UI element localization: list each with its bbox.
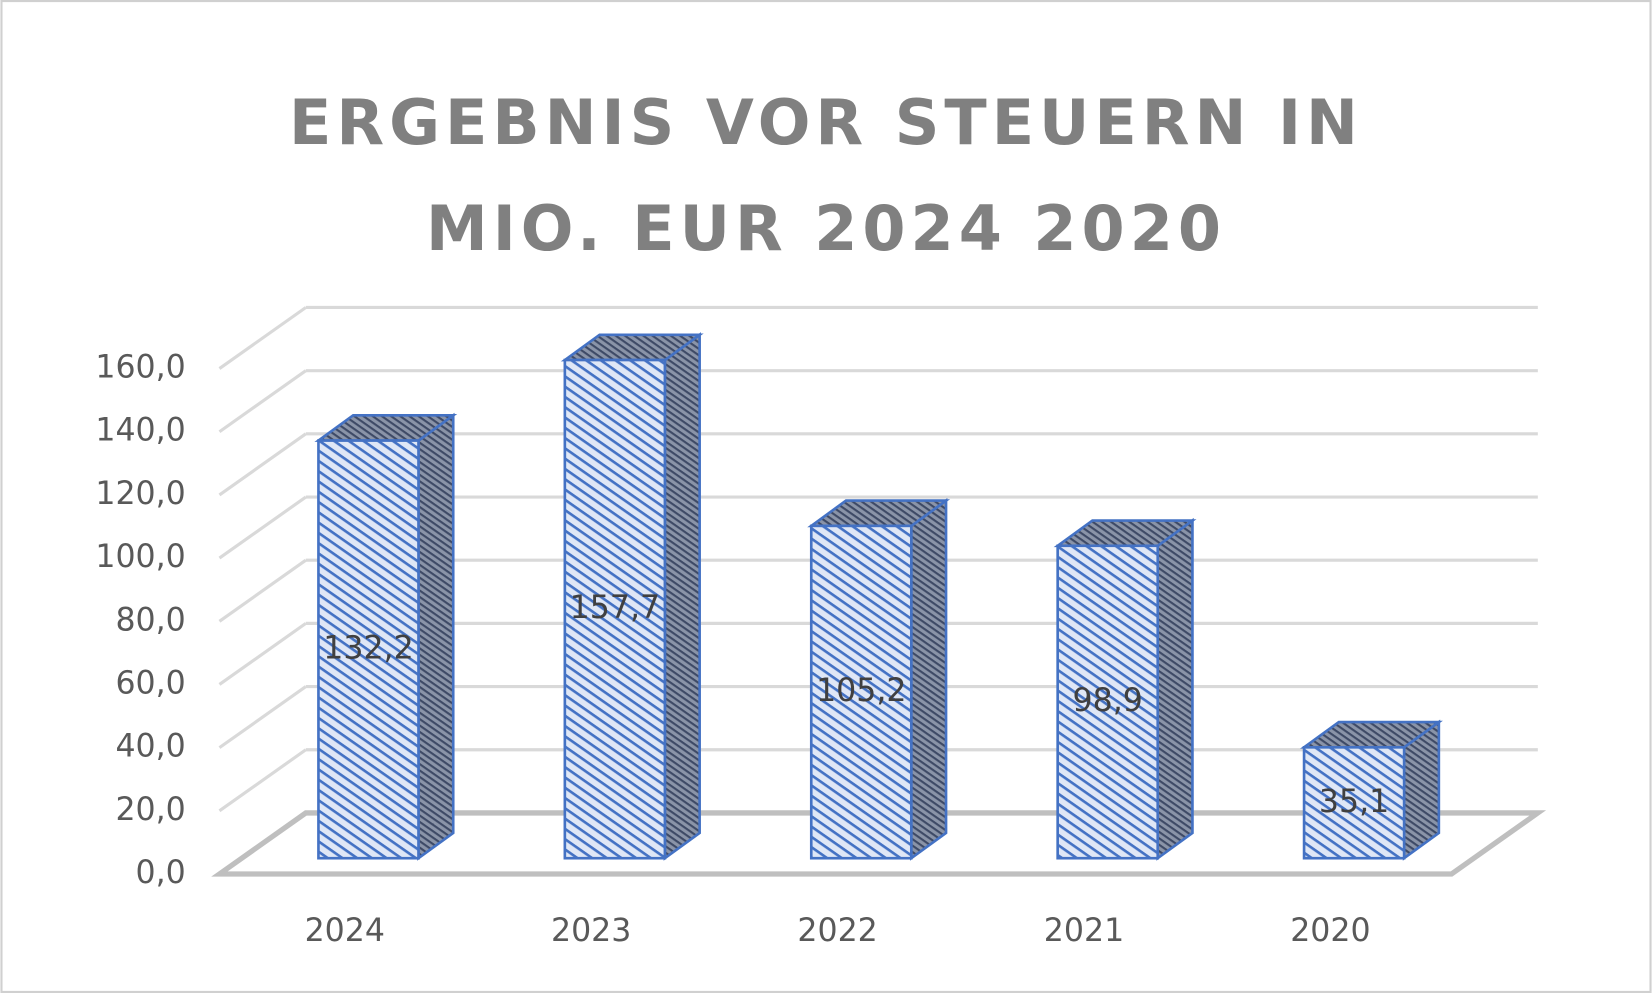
side-grid-line xyxy=(218,622,307,686)
data-label: 98,9 xyxy=(1073,683,1143,719)
bar xyxy=(317,439,420,860)
data-label: 132,2 xyxy=(323,630,413,666)
data-label: 105,2 xyxy=(816,673,906,709)
side-grid-line xyxy=(218,748,307,813)
chart-title: ERGEBNIS VOR STEUERN IN MIO. EUR 2024 20… xyxy=(289,86,1363,265)
side-grid-line xyxy=(218,685,307,749)
x-tick-label: 2022 xyxy=(797,913,877,949)
bar-side xyxy=(417,412,455,861)
x-tick-label: 2021 xyxy=(1044,913,1124,949)
y-tick-label: 40,0 xyxy=(115,729,185,765)
y-tick-label: 0,0 xyxy=(136,855,186,891)
bar xyxy=(563,358,667,860)
bar-side xyxy=(663,332,701,861)
x-tick-label: 2024 xyxy=(305,913,385,949)
bar xyxy=(1056,544,1160,860)
side-grid-line xyxy=(218,495,307,560)
x-tick-label: 2023 xyxy=(551,913,631,949)
bar-side xyxy=(1156,517,1194,861)
data-label: 35,1 xyxy=(1319,784,1389,820)
y-tick-label: 80,0 xyxy=(115,602,185,638)
floor xyxy=(211,810,1547,877)
data-label: 157,7 xyxy=(570,590,660,626)
bar xyxy=(1302,746,1406,860)
bar xyxy=(809,524,913,860)
y-tick-label: 100,0 xyxy=(95,539,185,575)
side-grid-line xyxy=(218,369,307,434)
side-grid-line xyxy=(218,432,307,497)
y-tick-label: 140,0 xyxy=(95,413,185,449)
y-tick-label: 160,0 xyxy=(95,350,185,386)
side-grid-line xyxy=(218,558,307,623)
y-tick-label: 120,0 xyxy=(95,476,185,512)
side-grid-line xyxy=(218,306,307,370)
x-tick-label: 2020 xyxy=(1290,913,1370,949)
y-tick-label: 60,0 xyxy=(115,665,185,701)
y-tick-label: 20,0 xyxy=(115,792,185,828)
bar-side xyxy=(909,498,948,861)
